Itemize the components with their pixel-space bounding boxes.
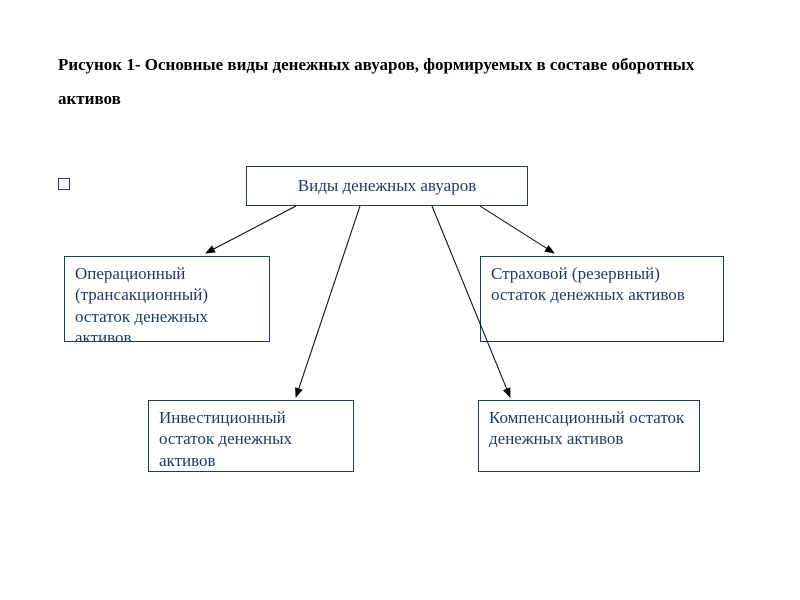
node-compensation-balance: Компенсационный остаток денежных активов: [478, 400, 700, 472]
figure-title: Рисунок 1- Основные виды денежных авуаро…: [58, 48, 738, 116]
bullet-marker: [58, 178, 70, 190]
node-root-types-of-monetary-assets: Виды денежных авуаров: [246, 166, 528, 206]
node-operational-balance: Операционный (трансакционный) остаток де…: [64, 256, 270, 342]
node-investment-balance: Инвестиционный остаток денежных активов: [148, 400, 354, 472]
edge-root-n1: [206, 206, 296, 253]
node-compensation-label: Компенсационный остаток денежных активов: [489, 407, 689, 450]
node-root-label: Виды денежных авуаров: [298, 175, 476, 196]
edge-root-n3: [296, 206, 360, 397]
edge-root-n2: [480, 206, 554, 253]
node-insurance-balance: Страховой (резервный) остаток денежных а…: [480, 256, 724, 342]
node-insurance-label: Страховой (резервный) остаток денежных а…: [491, 263, 713, 306]
node-operational-label: Операционный (трансакционный) остаток де…: [75, 263, 259, 342]
node-investment-label: Инвестиционный остаток денежных активов: [159, 407, 343, 471]
